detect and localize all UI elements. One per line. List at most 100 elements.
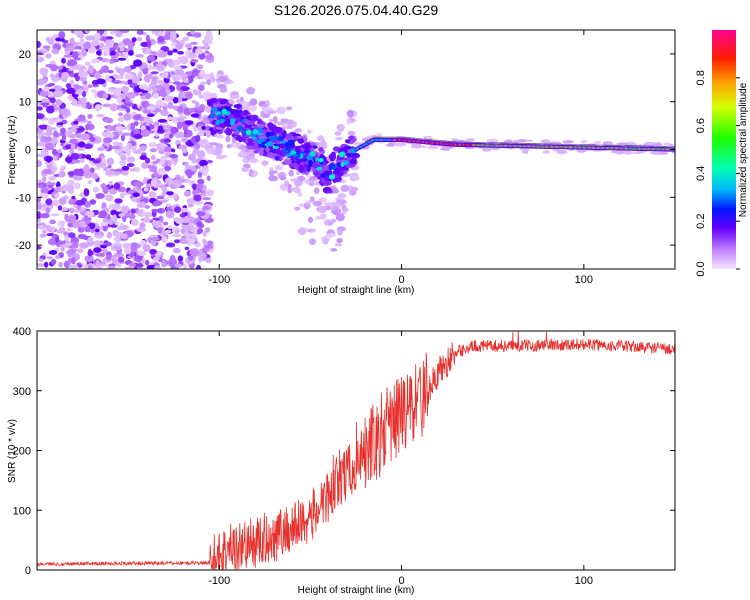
spectrogram-cell [133, 128, 141, 136]
spectrogram-cell [103, 166, 109, 172]
colorbar-label: Normalized spectral amplitude [738, 82, 749, 217]
spectrogram-cell [337, 199, 347, 205]
spectrogram-cell [185, 43, 192, 49]
spectrogram-cell [127, 42, 134, 50]
spectrogram-cell [295, 170, 301, 176]
spectrogram-cell [144, 211, 153, 218]
spectrogram-cell [219, 100, 227, 105]
spectrogram-cell [77, 141, 86, 148]
spectrogram-cell [174, 263, 183, 268]
spectrogram-cell [132, 192, 140, 197]
spectrogram-y-axis-label: Frequency (Hz) [7, 116, 18, 185]
spectrogram-cell [140, 95, 146, 100]
spectrogram-cell [75, 76, 80, 82]
spectrogram-cell [281, 131, 287, 139]
spectrogram-cell [68, 208, 75, 212]
spectrogram-cell [172, 96, 179, 104]
spectrogram-cell [64, 51, 71, 55]
spectrogram-cell [211, 107, 218, 112]
spectrogram-cell [298, 164, 305, 172]
spectrogram-cell [261, 160, 269, 166]
spectrogram-cell [218, 76, 228, 82]
spectrogram-cell [267, 152, 276, 159]
spectrogram-cell [196, 107, 206, 111]
spectrogram-cell [165, 203, 171, 208]
spectrogram-cell [58, 170, 66, 178]
spectrogram-cell [318, 197, 328, 203]
spectrogram-cell [65, 156, 73, 164]
spectrogram-cell [126, 142, 133, 150]
spectrogram-cell [616, 142, 629, 146]
spectrogram-cell [166, 191, 174, 196]
spectrogram-cell [136, 37, 143, 42]
spectrogram-cell [196, 264, 202, 269]
spectrogram-cell [37, 245, 42, 250]
spectrogram-cell [197, 171, 203, 179]
spectrogram-cell [172, 217, 180, 222]
spectrogram-cell [170, 126, 179, 135]
spectrogram-cell [72, 220, 81, 228]
spectrogram-cell [177, 255, 184, 262]
spectrogram-cell [248, 104, 258, 112]
spectrogram-cell [87, 236, 94, 243]
x-tick-label: 100 [575, 575, 593, 587]
spectrogram-cell [345, 139, 350, 144]
spectrogram-cell [37, 141, 47, 147]
spectrogram-cell [54, 193, 60, 198]
spectrogram-cell [274, 164, 283, 171]
spectrogram-cell [61, 57, 66, 64]
spectrogram-cell [178, 144, 188, 150]
spectrogram-cell [308, 176, 318, 182]
spectrogram-cell [297, 192, 303, 197]
spectrogram-cell [129, 168, 136, 172]
spectrogram-cell [89, 167, 95, 174]
spectrogram-cell [172, 234, 182, 237]
spectrogram-cell [210, 98, 219, 104]
spectrogram-cell [143, 187, 149, 192]
spectrogram-cell [44, 142, 54, 151]
spectrogram-cell [138, 84, 148, 90]
spectrogram-cell [307, 216, 314, 224]
spectrogram-cell [667, 143, 674, 147]
spectrogram-cell [347, 130, 356, 136]
spectrogram-cell [73, 30, 82, 36]
spectrogram-cell [109, 59, 114, 64]
spectrogram-cell [42, 168, 52, 175]
spectrogram-cell [312, 200, 323, 207]
spectrogram-cell [110, 209, 118, 216]
spectrogram-cell [79, 242, 89, 249]
spectrogram-cell [187, 52, 196, 59]
spectrogram-cell [481, 147, 491, 152]
spectrogram-ridge-line [364, 136, 675, 147]
spectrogram-cell [304, 202, 311, 208]
spectrogram-cell [129, 83, 139, 87]
spectrogram-cell [272, 146, 280, 150]
spectrogram-cell [303, 143, 312, 149]
spectrogram-cell [195, 48, 203, 55]
spectrogram-cell [151, 76, 158, 82]
spectrogram-cell [440, 146, 451, 151]
spectrogram-cell [50, 137, 59, 145]
spectrogram-cell [237, 125, 244, 132]
spectrogram-cell [55, 99, 63, 106]
spectrogram-cell [180, 207, 189, 213]
spectrogram-cell [100, 244, 107, 249]
spectrogram-cell [249, 157, 259, 164]
spectrogram-cell [199, 159, 208, 167]
spectrogram-cell [335, 136, 343, 141]
spectrogram-cell [525, 139, 533, 142]
spectrogram-cell [68, 245, 78, 249]
spectrogram-cell [102, 103, 112, 108]
spectrogram-y-ticks: -20 -10 0 10 20 [15, 49, 675, 252]
spectrogram-cell [167, 50, 173, 56]
spectrogram-cell [181, 72, 188, 79]
spectrogram-cell [256, 138, 263, 144]
spectrogram-cell [349, 158, 357, 165]
spectrogram-cell [291, 162, 299, 168]
spectrogram-cell [306, 155, 314, 161]
spectrogram-cell [82, 91, 87, 98]
spectrogram-cell [37, 53, 42, 59]
spectrogram-cell [123, 113, 132, 121]
spectrogram-cell [111, 145, 121, 150]
spectrogram-cell [113, 182, 121, 190]
